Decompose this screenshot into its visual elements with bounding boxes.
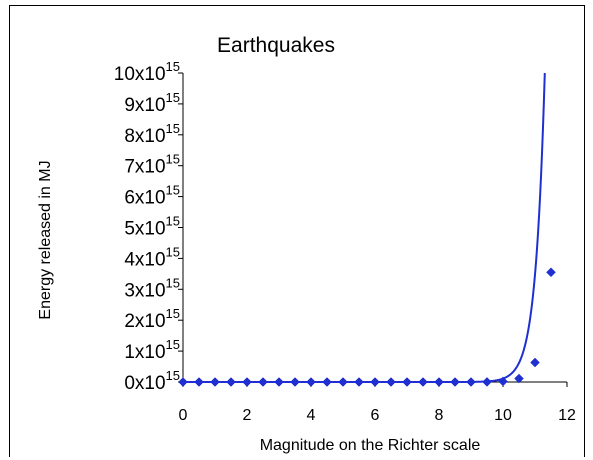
data-point <box>242 377 252 387</box>
data-point <box>338 377 348 387</box>
data-point <box>546 267 556 278</box>
data-point <box>274 377 284 387</box>
x-tick-label: 4 <box>307 407 316 424</box>
x-tick-label: 2 <box>243 407 252 424</box>
data-point <box>258 377 268 387</box>
y-tick-label: 3x1015 <box>124 275 180 301</box>
x-tick-label: 10 <box>494 407 512 424</box>
x-tick-label: 0 <box>179 407 188 424</box>
y-tick-label: 9x1015 <box>124 90 180 116</box>
x-axis-label: Magnitude on the Richter scale <box>260 437 481 454</box>
data-point <box>306 377 316 387</box>
y-tick-label: 8x1015 <box>124 121 180 147</box>
data-point <box>482 377 492 387</box>
y-tick-label: 5x1015 <box>124 214 180 240</box>
y-tick-label: 1x1015 <box>124 337 180 363</box>
x-tick-label: 12 <box>558 407 576 424</box>
y-tick-label: 4x1015 <box>124 244 180 270</box>
energy-curve <box>183 73 546 383</box>
chart-title: Earthquakes <box>217 34 335 57</box>
data-point <box>514 373 524 384</box>
data-point <box>386 377 396 387</box>
data-point <box>370 377 380 387</box>
y-tick-label: 7x1015 <box>124 152 180 178</box>
y-tick-label: 10x1015 <box>114 59 180 85</box>
data-point <box>226 377 236 387</box>
data-point <box>290 377 300 387</box>
data-points <box>178 267 556 387</box>
data-point <box>418 377 428 387</box>
data-point <box>530 357 540 368</box>
y-tick-label: 2x1015 <box>124 306 180 332</box>
data-point <box>354 377 364 387</box>
x-ticks: 0 2 4 6 8 10 12 <box>179 382 576 424</box>
y-ticks: 0x1015 1x1015 2x1015 3x1015 4x1015 5x1015 6x10… <box>114 59 183 394</box>
data-point <box>402 377 412 387</box>
data-point <box>450 377 460 387</box>
x-tick-label: 8 <box>435 407 444 424</box>
y-tick-label: 0x1015 <box>124 368 180 394</box>
data-point <box>434 377 444 387</box>
chart-frame <box>9 5 585 457</box>
axes <box>182 73 567 383</box>
data-point <box>194 377 204 387</box>
y-axis-label: Energy released in MJ <box>37 160 54 319</box>
data-point <box>210 377 220 387</box>
data-point <box>178 377 188 387</box>
y-tick-label: 6x1015 <box>124 183 180 209</box>
data-point <box>322 377 332 387</box>
x-tick-label: 6 <box>371 407 380 424</box>
data-point <box>466 377 476 387</box>
curve-line <box>183 73 546 383</box>
data-point <box>498 376 508 387</box>
